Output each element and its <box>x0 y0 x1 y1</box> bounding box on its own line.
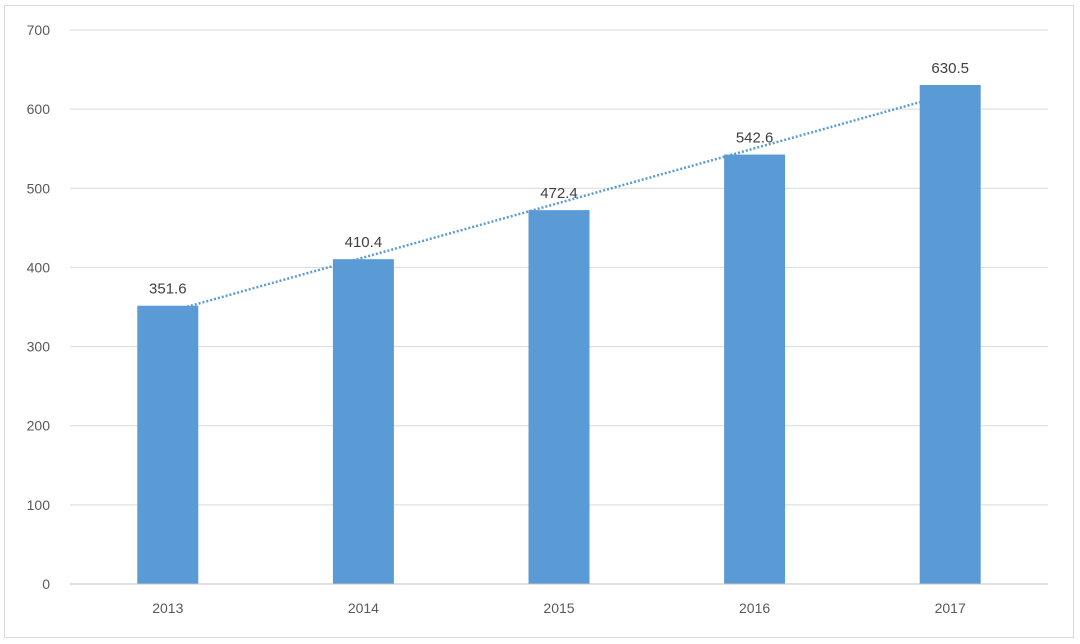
data-label: 351.6 <box>149 281 187 298</box>
x-axis-ticks: 2013 2014 2015 2016 2017 <box>152 600 966 616</box>
data-label: 410.4 <box>345 234 383 251</box>
gridlines <box>70 29 1048 506</box>
bar <box>332 259 394 584</box>
y-tick-label: 700 <box>27 22 51 38</box>
x-tick-label: 2014 <box>348 600 379 616</box>
y-tick-label: 200 <box>27 418 51 434</box>
x-tick-label: 2015 <box>543 600 574 616</box>
x-tick-label: 2016 <box>739 600 770 616</box>
data-label: 472.4 <box>540 185 578 202</box>
bar <box>528 210 590 584</box>
y-tick-label: 100 <box>27 497 51 513</box>
y-tick-label: 0 <box>42 576 50 592</box>
trendline-group <box>167 92 951 314</box>
x-tick-label: 2013 <box>152 600 183 616</box>
trendline <box>167 92 951 314</box>
x-tick-label: 2017 <box>935 600 966 616</box>
bars <box>137 85 981 585</box>
bar <box>919 85 981 585</box>
data-labels: 351.6 410.4 472.4 542.6 630.5 <box>149 60 969 298</box>
y-tick-label: 500 <box>27 180 51 196</box>
data-label: 542.6 <box>736 130 774 147</box>
y-tick-label: 400 <box>27 259 51 275</box>
y-tick-label: 300 <box>27 339 51 355</box>
bar <box>724 154 786 584</box>
data-label: 630.5 <box>931 60 969 77</box>
bar <box>137 305 199 584</box>
y-axis-ticks: 0 100 200 300 400 500 600 700 <box>27 22 51 592</box>
y-tick-label: 600 <box>27 101 51 117</box>
